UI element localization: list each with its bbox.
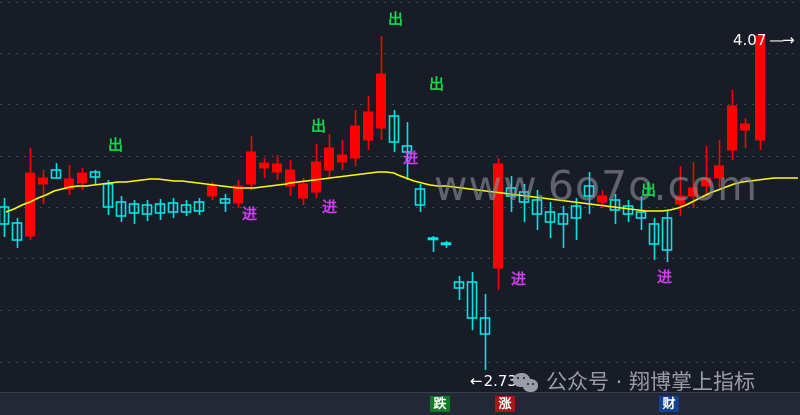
candle	[376, 36, 386, 140]
sell-signal: 出	[108, 136, 124, 154]
candle	[141, 200, 153, 221]
moving-average-line	[5, 171, 798, 213]
candle	[727, 90, 737, 160]
candle	[414, 184, 426, 212]
candle	[688, 162, 698, 208]
chart-plot-area[interactable]	[0, 0, 800, 390]
candle	[388, 110, 400, 152]
candle	[50, 163, 62, 179]
fall-button[interactable]: 跌	[430, 396, 450, 412]
gridline-7	[0, 362, 800, 363]
candle	[11, 218, 23, 248]
gridline-2	[0, 104, 800, 105]
candle	[128, 200, 140, 224]
candle	[285, 160, 295, 196]
candle	[518, 184, 530, 222]
buy-signal: 进	[242, 205, 258, 223]
candle	[246, 136, 256, 190]
candle	[453, 276, 465, 300]
candle	[544, 202, 556, 238]
gridline-0	[0, 2, 800, 3]
candle	[180, 200, 192, 216]
candle	[755, 34, 765, 150]
candle	[25, 148, 35, 240]
gridline-3	[0, 156, 800, 157]
candle	[102, 180, 114, 215]
rise-button[interactable]: 涨	[495, 396, 515, 412]
candle	[64, 165, 74, 195]
candle	[38, 170, 48, 204]
gridline-1	[0, 53, 800, 54]
gridline-6	[0, 310, 800, 311]
candle	[363, 96, 373, 150]
candle	[661, 210, 673, 262]
bottom-toolbar: 跌涨财	[0, 392, 800, 415]
brand-footer: 公众号 · 翔博掌上指标	[513, 372, 755, 393]
candle	[115, 196, 127, 222]
candle	[427, 236, 439, 252]
candle	[259, 158, 269, 178]
candle	[648, 218, 660, 260]
candle	[89, 170, 101, 184]
high-price-callout: 4.07 —→	[733, 31, 795, 49]
candle	[298, 178, 308, 205]
candle	[219, 194, 231, 212]
candle	[570, 198, 582, 240]
candle	[311, 144, 321, 198]
candle	[531, 190, 543, 230]
buy-signal: 进	[511, 270, 527, 288]
candle	[557, 206, 569, 248]
candle	[154, 199, 166, 220]
arrow-right-icon: —→	[766, 31, 795, 49]
sell-signal: 出	[641, 181, 657, 199]
gridline-5	[0, 258, 800, 259]
candle	[193, 198, 205, 215]
candle	[350, 110, 360, 166]
candle	[167, 198, 179, 218]
brand-label: 公众号 · 翔博掌上指标	[546, 370, 756, 394]
arrow-left-icon: ←	[470, 372, 483, 390]
candle	[0, 198, 10, 237]
candle	[440, 241, 452, 248]
sell-signal: 出	[311, 117, 327, 135]
candle	[609, 194, 621, 224]
candle	[635, 196, 647, 230]
candle	[233, 180, 243, 208]
candle	[583, 172, 595, 214]
wechat-icon	[513, 372, 539, 393]
callout-value: 2.73	[483, 372, 517, 390]
wealth-button[interactable]: 财	[659, 396, 679, 412]
candle	[622, 200, 634, 222]
candle	[324, 134, 334, 178]
candle	[401, 122, 413, 180]
candle	[714, 140, 724, 188]
sell-signal: 出	[388, 10, 404, 28]
candle	[337, 140, 347, 170]
low-price-callout: ← 2.73	[470, 374, 517, 389]
candle	[740, 118, 750, 148]
candle	[493, 158, 503, 290]
buy-signal: 进	[322, 198, 338, 216]
candlestick-series	[0, 34, 798, 370]
candle	[466, 272, 478, 330]
buy-signal: 进	[403, 149, 419, 167]
sell-signal: 出	[429, 75, 445, 93]
gridline-4	[0, 207, 800, 208]
candle	[701, 146, 711, 196]
buy-signal: 进	[657, 268, 673, 286]
candle	[479, 294, 491, 370]
callout-value: 4.07	[733, 31, 767, 49]
candle	[272, 155, 282, 180]
